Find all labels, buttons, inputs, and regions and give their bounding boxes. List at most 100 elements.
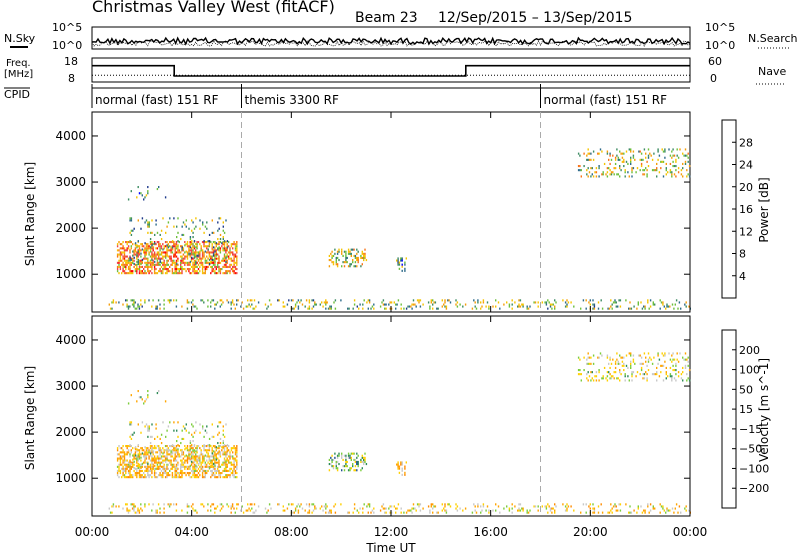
power-echo-cell	[603, 162, 606, 165]
velocity-echo-cell	[173, 429, 175, 432]
velocity-echo-cell	[223, 459, 226, 462]
power-panel-frame	[91, 111, 691, 313]
velocity-echo-cell	[616, 358, 618, 361]
velocity-echo-cell	[203, 457, 205, 460]
power-echo-cell	[196, 251, 198, 254]
velocity-echo-cell	[213, 435, 215, 438]
power-echo-cell	[211, 251, 213, 254]
velocity-echo-cell	[169, 459, 171, 462]
power-echo-cell	[459, 303, 461, 306]
velocity-echo-cell	[233, 463, 235, 466]
velocity-echo-cell	[400, 461, 402, 464]
power-echo-cell	[609, 162, 611, 165]
velocity-echo-cell	[654, 507, 656, 510]
power-echo-cell	[145, 272, 148, 275]
velocity-echo-cell	[153, 467, 156, 470]
velocity-echo-cell	[167, 459, 169, 462]
power-echo-cell	[156, 261, 159, 264]
power-echo-cell	[186, 299, 189, 302]
power-echo-cell	[664, 156, 666, 159]
velocity-echo-cell	[592, 503, 594, 506]
velocity-echo-cell	[192, 465, 194, 468]
velocity-echo-cell	[186, 465, 189, 468]
power-echo-cell	[554, 305, 556, 308]
power-echo-cell	[353, 265, 355, 268]
power-echo-cell	[163, 303, 165, 306]
velocity-echo-cell	[166, 467, 168, 470]
velocity-echo-cell	[646, 373, 648, 376]
velocity-echo-cell	[444, 505, 446, 508]
velocity-echo-cell	[125, 476, 127, 479]
power-echo-cell	[330, 305, 332, 308]
velocity-echo-cell	[308, 511, 311, 514]
velocity-echo-cell	[201, 457, 204, 460]
power-echo-cell	[193, 305, 195, 308]
velocity-echo-cell	[130, 465, 132, 468]
power-echo-cell	[167, 270, 169, 273]
velocity-echo-cell	[638, 354, 640, 357]
power-echo-cell	[219, 299, 221, 302]
power-echo-cell	[252, 307, 254, 310]
power-echo-cell	[592, 150, 595, 153]
power-echo-cell	[132, 257, 134, 260]
velocity-echo-cell	[597, 511, 600, 514]
velocity-echo-cell	[175, 472, 178, 475]
power-echo-cell	[193, 256, 196, 259]
power-echo-cell	[214, 272, 216, 275]
velocity-echo-cell	[609, 366, 611, 369]
power-echo-cell	[308, 301, 311, 304]
velocity-echo-cell	[201, 472, 204, 475]
power-echo-cell	[220, 299, 223, 302]
freq-top-tick: 18	[64, 55, 78, 68]
velocity-echo-cell	[119, 447, 122, 450]
velocity-echo-cell	[652, 505, 654, 508]
power-echo-cell	[130, 272, 132, 275]
power-echo-cell	[154, 242, 156, 245]
power-echo-cell	[217, 243, 219, 246]
power-echo-cell	[149, 263, 152, 266]
velocity-echo-cell	[175, 476, 178, 479]
velocity-echo-cell	[680, 511, 682, 514]
power-echo-cell	[547, 307, 549, 310]
power-echo-cell	[148, 272, 150, 275]
velocity-echo-cell	[631, 379, 633, 382]
power-echo-cell	[223, 240, 226, 243]
power-echo-cell	[290, 299, 293, 302]
power-echo-cell	[188, 252, 190, 255]
power-echo-cell	[669, 154, 672, 157]
power-echo-cell	[554, 299, 556, 302]
velocity-echo-cell	[514, 505, 516, 508]
power-echo-cell	[134, 253, 137, 256]
power-echo-cell	[181, 261, 183, 264]
power-echo-cell	[151, 253, 153, 256]
power-echo-cell	[138, 261, 141, 264]
velocity-echo-cell	[226, 474, 228, 477]
velocity-echo-cell	[617, 509, 619, 512]
velocity-echo-cell	[166, 455, 168, 458]
power-echo-cell	[204, 257, 206, 260]
power-echo-cell	[227, 270, 230, 273]
power-echo-cell	[619, 167, 621, 170]
power-echo-cell	[236, 261, 238, 264]
velocity-echo-cell	[537, 505, 539, 508]
velocity-echo-cell	[662, 354, 665, 357]
power-echo-cell	[519, 305, 522, 308]
power-echo-cell	[589, 303, 591, 306]
power-echo-cell	[212, 270, 215, 273]
velocity-echo-cell	[230, 467, 233, 470]
velocity-echo-cell	[338, 454, 340, 457]
velocity-echo-cell	[590, 362, 592, 365]
power-echo-cell	[202, 223, 204, 226]
power-echo-cell	[632, 154, 635, 157]
power-echo-cell	[143, 257, 145, 260]
power-echo-cell	[174, 268, 176, 271]
power-echo-cell	[140, 243, 142, 246]
velocity-echo-cell	[242, 511, 245, 514]
velocity-echo-cell	[226, 444, 229, 447]
velocity-echo-cell	[671, 507, 674, 510]
velocity-echo-cell	[193, 472, 196, 475]
velocity-echo-cell	[194, 509, 197, 512]
power-echo-cell	[201, 241, 204, 244]
velocity-echo-cell	[185, 459, 187, 462]
power-echo-cell	[156, 253, 159, 256]
